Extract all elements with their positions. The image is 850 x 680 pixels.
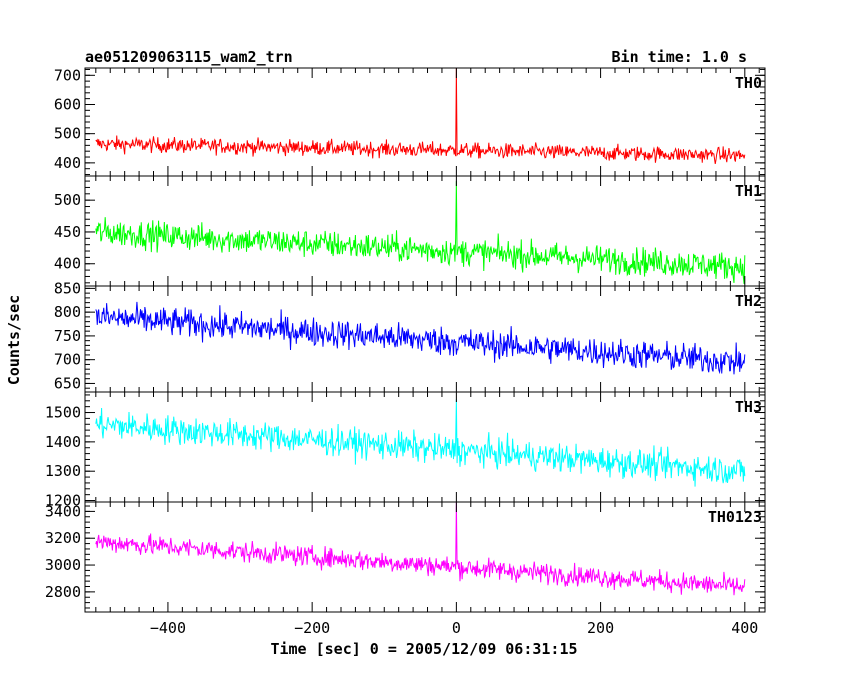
y-tick-label: 800 — [54, 303, 81, 321]
y-tick-label: 1500 — [45, 404, 81, 422]
trace-th0123 — [95, 502, 746, 596]
trace-th1 — [95, 181, 746, 284]
y-axis-label: Counts/sec — [5, 295, 23, 385]
y-tick-label: 700 — [54, 351, 81, 369]
panel-th0: TH0 400 500 600 700 — [54, 66, 766, 177]
panel-label: TH1 — [735, 182, 762, 200]
x-tick-label: −200 — [294, 619, 330, 637]
panel-th0123: TH0123 2800 3000 3200 3400 — [45, 501, 766, 613]
y-tick-label: 1200 — [45, 492, 81, 510]
y-tick-label: 1400 — [45, 433, 81, 451]
x-tick-label: −400 — [150, 619, 186, 637]
trace-th0 — [95, 68, 746, 165]
chart-title-left: ae051209063115_wam2_trn — [85, 48, 293, 66]
x-tick-label: 0 — [452, 619, 461, 637]
y-tick-label: 1300 — [45, 462, 81, 480]
panel-label: TH3 — [735, 398, 762, 416]
chart-title-right: Bin time: 1.0 s — [612, 48, 747, 66]
y-tick-label: 2800 — [45, 583, 81, 601]
panel-th2: TH2 650 700 750 800 850 — [54, 279, 766, 393]
y-tick-label: 3000 — [45, 556, 81, 574]
y-tick-label: 650 — [54, 374, 81, 392]
y-tick-label: 700 — [54, 66, 81, 84]
y-tick-label: 750 — [54, 327, 81, 345]
panel-frame — [84, 501, 766, 613]
trace-th3 — [95, 399, 746, 487]
panel-th3: TH3 1200 1300 1400 1500 — [45, 391, 766, 510]
panel-label: TH0 — [735, 74, 762, 92]
panel-frame — [84, 67, 766, 177]
y-tick-label: 850 — [54, 279, 81, 297]
trace-th2 — [95, 301, 746, 375]
y-tick-label: 500 — [54, 125, 81, 143]
panel-label: TH2 — [735, 292, 762, 310]
x-tick-label: 400 — [731, 619, 758, 637]
panel-label: TH0123 — [708, 508, 762, 526]
panel-frame — [84, 391, 766, 503]
y-tick-label: 450 — [54, 223, 81, 241]
x-axis-label: Time [sec] 0 = 2005/12/09 06:31:15 — [270, 640, 577, 658]
y-tick-label: 500 — [54, 191, 81, 209]
panel-th1: TH1 400 450 500 — [54, 175, 766, 287]
y-tick-label: 600 — [54, 95, 81, 113]
panels-group: TH0 400 500 600 700 TH1 400 450 500 TH2 650 700 750 8… — [45, 66, 766, 637]
y-tick-label: 400 — [54, 255, 81, 273]
y-tick-label: 400 — [54, 154, 81, 172]
y-tick-label: 3400 — [45, 502, 81, 520]
x-tick-label: 200 — [587, 619, 614, 637]
y-tick-label: 3200 — [45, 529, 81, 547]
